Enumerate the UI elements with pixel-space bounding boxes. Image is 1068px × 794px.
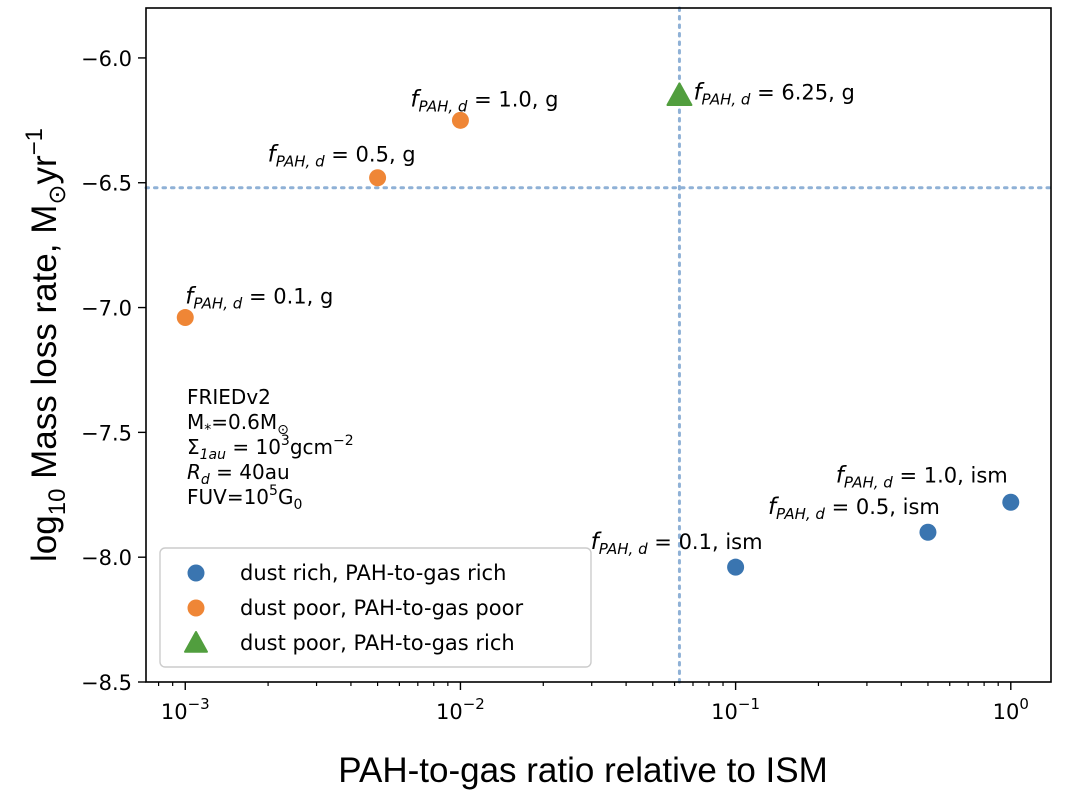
x-tick-label: 10−3 [161,695,210,724]
plot-frame [145,7,1052,683]
legend-box [159,547,592,668]
data-point-triangle [666,82,693,106]
legend-label: dust poor, PAH-to-gas rich [240,631,515,655]
x-axis-label: PAH-to-gas ratio relative to ISM [338,751,828,790]
legend-marker [187,599,205,617]
point-annotation: fPAH, d = 1.0, ism [836,462,1008,491]
x-tick-label: 100 [993,695,1029,724]
y-tick-label: −6.5 [81,172,132,196]
info-line-disc-radius: Rd = 40au [187,460,290,488]
y-axis-label: log10 Mass loss rate, M⊙yr−1 [21,128,71,562]
y-tick-label: −7.0 [81,297,132,321]
legend: dust rich, PAH-to-gas rich dust poor, PAH… [159,547,592,668]
legend-label: dust poor, PAH-to-gas poor [240,596,523,620]
data-points [176,82,1020,576]
info-line-fuv: FUV=105G0 [187,483,302,513]
point-annotation: fPAH, d = 6.25, g [693,79,854,108]
reference-lines [144,6,1053,684]
y-tick-label: −8.0 [81,546,132,570]
y-axis-ticks: −6.0 −6.5 −7.0 −7.5 −8.0 −8.5 [81,47,146,695]
legend-label: dust rich, PAH-to-gas rich [240,561,506,585]
y-tick-label: −6.0 [81,47,132,71]
data-point [176,309,194,327]
y-tick-label: −8.5 [81,671,132,695]
point-annotation: fPAH, d = 0.5, g [268,142,416,171]
point-annotation: fPAH, d = 0.1, ism [591,529,763,558]
point-annotation: fPAH, d = 0.5, ism [768,494,940,523]
data-point [1002,493,1020,511]
info-line-stellar-mass: M*=0.6M⊙ [187,410,289,438]
y-tick-label: −7.5 [81,421,132,445]
data-point [369,169,387,187]
x-axis-ticks: 10−3 10−2 10−1 100 [157,682,1029,724]
point-annotation: fPAH, d = 0.1, g [185,284,333,313]
x-tick-label: 10−2 [436,695,485,724]
data-point [451,111,469,129]
data-point [919,523,937,541]
x-tick-label: 10−1 [711,695,760,724]
info-line-model: FRIEDv2 [187,385,271,409]
data-point [727,558,745,576]
legend-marker-triangle [184,631,208,653]
legend-marker [187,564,205,582]
point-annotation: fPAH, d = 1.0, g [410,86,558,115]
info-line-surface-density: Σ1au = 103gcm−2 [187,433,354,463]
